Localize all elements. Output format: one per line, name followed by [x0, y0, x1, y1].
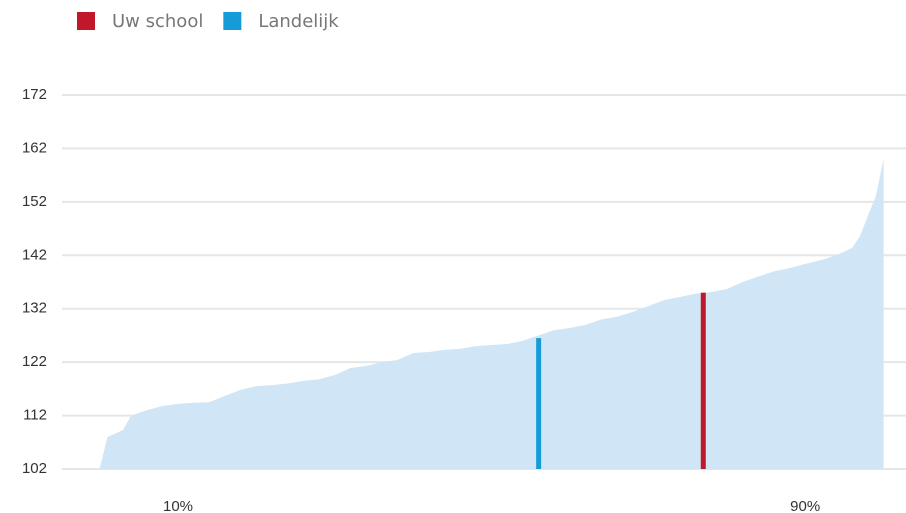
- x-tick-label: 90%: [790, 498, 820, 513]
- y-tick-label: 162: [22, 139, 47, 156]
- legend-label: Landelijk: [258, 11, 339, 32]
- legend-swatch: [223, 12, 242, 30]
- y-tick-label: 102: [22, 460, 47, 477]
- marker-bar: [536, 338, 542, 469]
- legend-label: Uw school: [112, 11, 203, 32]
- area: [99, 159, 884, 469]
- x-tick-label: 10%: [163, 498, 193, 513]
- legend-swatch: [77, 12, 95, 30]
- y-tick-label: 142: [22, 246, 47, 263]
- y-tick-label: 132: [22, 300, 47, 317]
- marker-bar: [700, 292, 706, 469]
- y-tick-label: 122: [22, 353, 47, 370]
- y-tick-label: 112: [23, 407, 47, 424]
- y-tick-label: 172: [22, 86, 47, 103]
- y-tick-label: 152: [22, 193, 47, 210]
